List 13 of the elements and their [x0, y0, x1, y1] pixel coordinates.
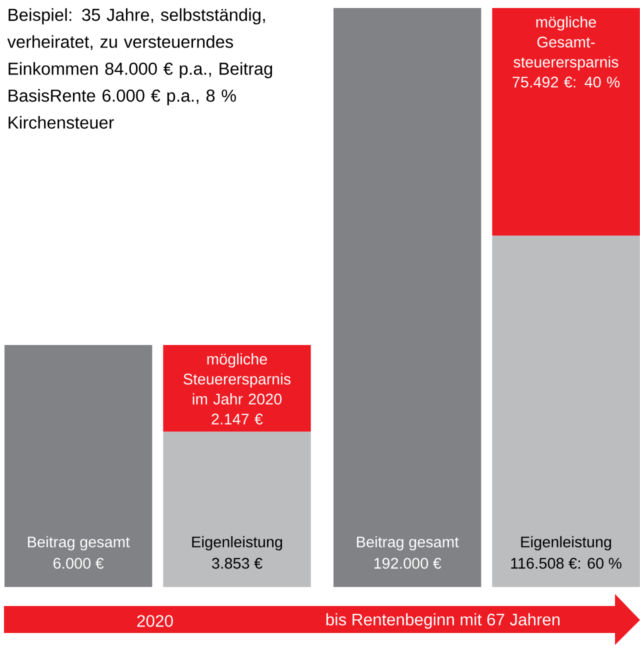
data-label: mögliche Gesamt-steuerersparnis 75.492 €: 40 % — [512, 16, 620, 88]
data-label: 116.508 €: 60 % — [511, 558, 622, 569]
x-axis-title: bis Rentenbeginn mit 67 Jahren — [326, 613, 560, 629]
data-label: 192.000 € — [374, 558, 442, 569]
data-label: 6.000 € — [54, 558, 104, 569]
category-label: Beitrag gesamt — [28, 536, 130, 550]
x-axis-title: 2020 — [137, 615, 173, 627]
data-label: mögliche Steuerersparnis im Jahr 2020 2.147 € — [184, 353, 291, 425]
category-label: Eigenleistung — [192, 536, 282, 550]
chart-title: Beispiel: 35 Jahre, selbstständig, verheiratet, zu versteuerndes Einkommen 84.000 € p.a., Beitrag BasisRente 6.000 € p.a., 8 % Kirchensteuer — [7, 8, 272, 129]
category-label: Eigenleistung — [521, 536, 612, 550]
data-label: 3.853 € — [212, 558, 262, 569]
category-label: Beitrag gesamt — [357, 536, 459, 550]
